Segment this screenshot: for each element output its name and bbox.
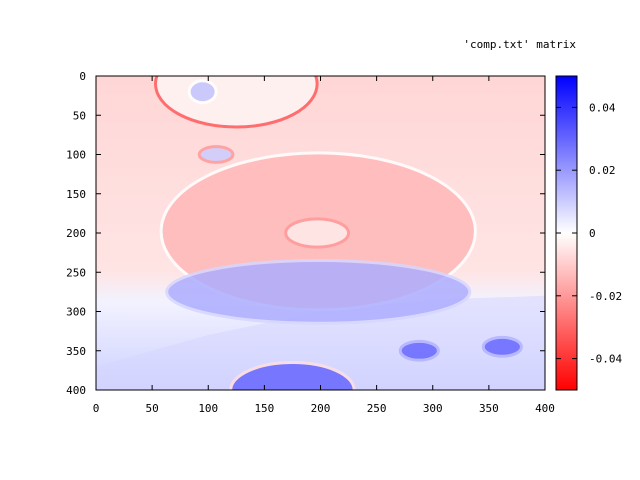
y-tick-label: 350 — [66, 345, 86, 358]
x-tick-label: 0 — [93, 402, 100, 415]
x-tick-label: 150 — [254, 402, 274, 415]
colorbar-axis: 0.04 0.02 0 -0.02 -0.04 — [556, 101, 622, 366]
y-tick-label: 150 — [66, 188, 86, 201]
y-tick-label: 250 — [66, 266, 86, 279]
heatmap-blob — [187, 79, 218, 105]
colorbar-tick-label: 0 — [589, 227, 596, 240]
y-tick-label: 400 — [66, 384, 86, 397]
legend-label: 'comp.txt' matrix — [463, 38, 576, 51]
y-tick-label: 50 — [73, 109, 86, 122]
heatmap-blob — [284, 217, 351, 249]
colorbar-tick-label: -0.04 — [589, 353, 622, 366]
colorbar-tick-label: 0.04 — [589, 101, 616, 114]
heatmap-blob — [197, 145, 235, 164]
x-tick-label: 400 — [535, 402, 555, 415]
x-tick-label: 200 — [311, 402, 331, 415]
x-tick-label: 300 — [423, 402, 443, 415]
heatmap-features — [96, 76, 545, 390]
heatmap-blob — [481, 335, 523, 358]
heatmap-blob — [398, 339, 440, 362]
x-axis: 0 50 100 150 200 250 300 350 400 — [93, 76, 555, 415]
colorbar-tick-label: -0.02 — [589, 290, 622, 303]
heatmap-blob — [154, 76, 319, 129]
x-tick-label: 350 — [479, 402, 499, 415]
y-tick-label: 100 — [66, 149, 86, 162]
y-tick-label: 0 — [79, 70, 86, 83]
plot-area — [96, 76, 545, 390]
y-axis: 0 50 100 150 200 250 300 350 400 — [66, 70, 545, 397]
x-tick-label: 250 — [367, 402, 387, 415]
heatmap-blob — [165, 258, 472, 325]
y-tick-label: 200 — [66, 227, 86, 240]
x-tick-label: 50 — [146, 402, 159, 415]
colorbar-tick-label: 0.02 — [589, 164, 616, 177]
heatmap-lower-region — [96, 295, 545, 390]
x-tick-label: 100 — [198, 402, 218, 415]
y-tick-label: 300 — [66, 306, 86, 319]
